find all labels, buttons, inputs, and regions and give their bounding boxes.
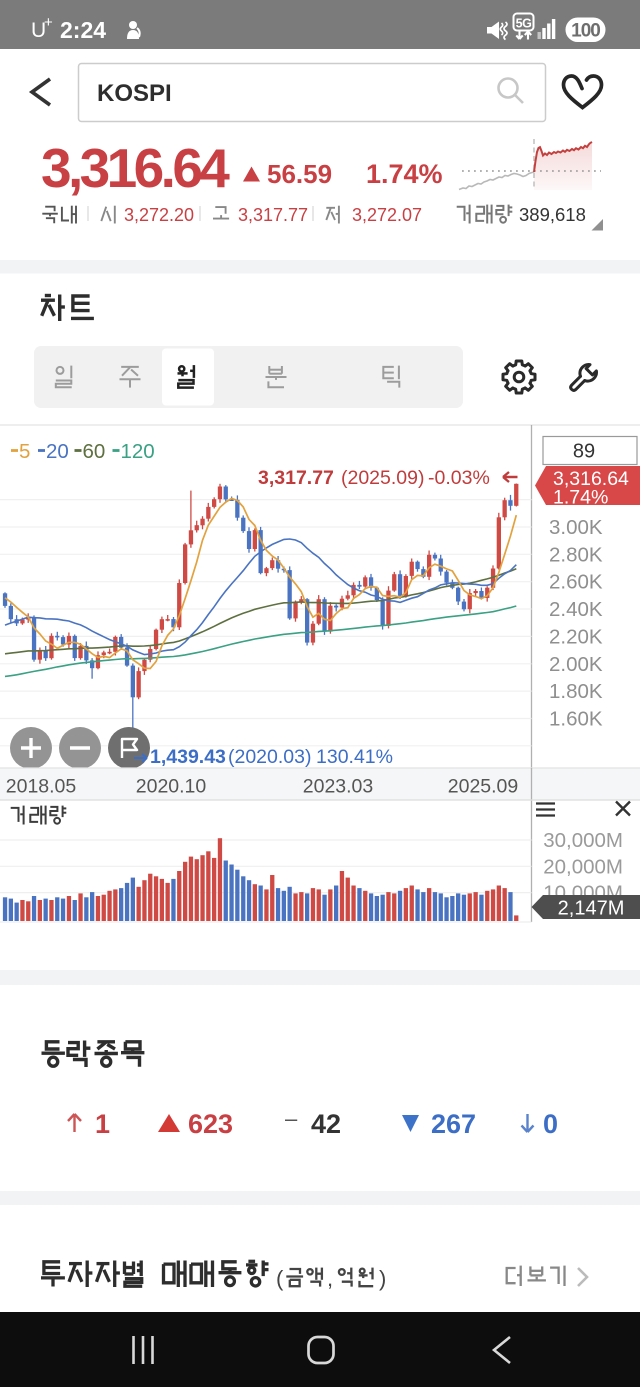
svg-text:120: 120 [121,440,155,463]
svg-text:100: 100 [571,21,600,42]
svg-text:42: 42 [311,1109,341,1139]
svg-text:20: 20 [46,440,69,463]
svg-text:2.40K: 2.40K [549,598,603,621]
svg-text:2.00K: 2.00K [549,653,603,676]
svg-text:5: 5 [19,440,30,463]
svg-text:56.59: 56.59 [267,159,332,189]
svg-text:U: U [31,19,46,42]
svg-text:623: 623 [188,1109,233,1139]
svg-text:1.80K: 1.80K [549,680,603,703]
svg-text:2025.09: 2025.09 [448,776,519,798]
svg-text:1.74%: 1.74% [553,487,608,509]
svg-text:1.74%: 1.74% [366,159,443,189]
svg-text:2.80K: 2.80K [549,543,603,566]
svg-text:30,000M: 30,000M [543,829,623,852]
svg-text:3.00K: 3.00K [549,516,603,539]
svg-text:389,618: 389,618 [519,204,586,225]
svg-text:+: + [44,14,53,31]
svg-text:2020.10: 2020.10 [136,776,207,798]
svg-text:89: 89 [573,441,595,463]
svg-text:3,317.77: 3,317.77 [258,467,334,489]
svg-text:(2025.09): (2025.09) [341,467,424,489]
svg-text:1: 1 [95,1109,110,1139]
svg-text:267: 267 [431,1109,476,1139]
svg-text:5G: 5G [516,17,532,31]
svg-text:0: 0 [543,1109,558,1139]
svg-text:KOSPI: KOSPI [97,80,172,107]
svg-text:,: , [327,1266,333,1291]
svg-text:(: ( [276,1266,284,1291]
svg-text:2:24: 2:24 [60,17,106,43]
svg-text:130.41%: 130.41% [316,746,393,768]
svg-text:2.20K: 2.20K [549,625,603,648]
svg-text:1.60K: 1.60K [549,708,603,731]
svg-text:1,439.43: 1,439.43 [150,746,226,768]
svg-text:3,316.64: 3,316.64 [41,137,230,199]
svg-text:60: 60 [83,440,106,463]
svg-text:2.60K: 2.60K [549,571,603,594]
svg-text:2023.03: 2023.03 [303,776,374,798]
svg-text:3,317.77: 3,317.77 [238,205,308,225]
svg-text:–: – [285,1106,298,1131]
svg-text:20,000M: 20,000M [543,855,623,878]
svg-text:3,272.20: 3,272.20 [124,205,194,225]
svg-text:): ) [379,1266,386,1291]
svg-text:3,272.07: 3,272.07 [352,205,422,225]
svg-text:2018.05: 2018.05 [6,776,77,798]
svg-text:2,147M: 2,147M [558,898,625,920]
svg-text:(2020.03): (2020.03) [228,746,311,768]
svg-text:-0.03%: -0.03% [428,467,490,489]
svg-text:3,316.64: 3,316.64 [553,468,629,490]
